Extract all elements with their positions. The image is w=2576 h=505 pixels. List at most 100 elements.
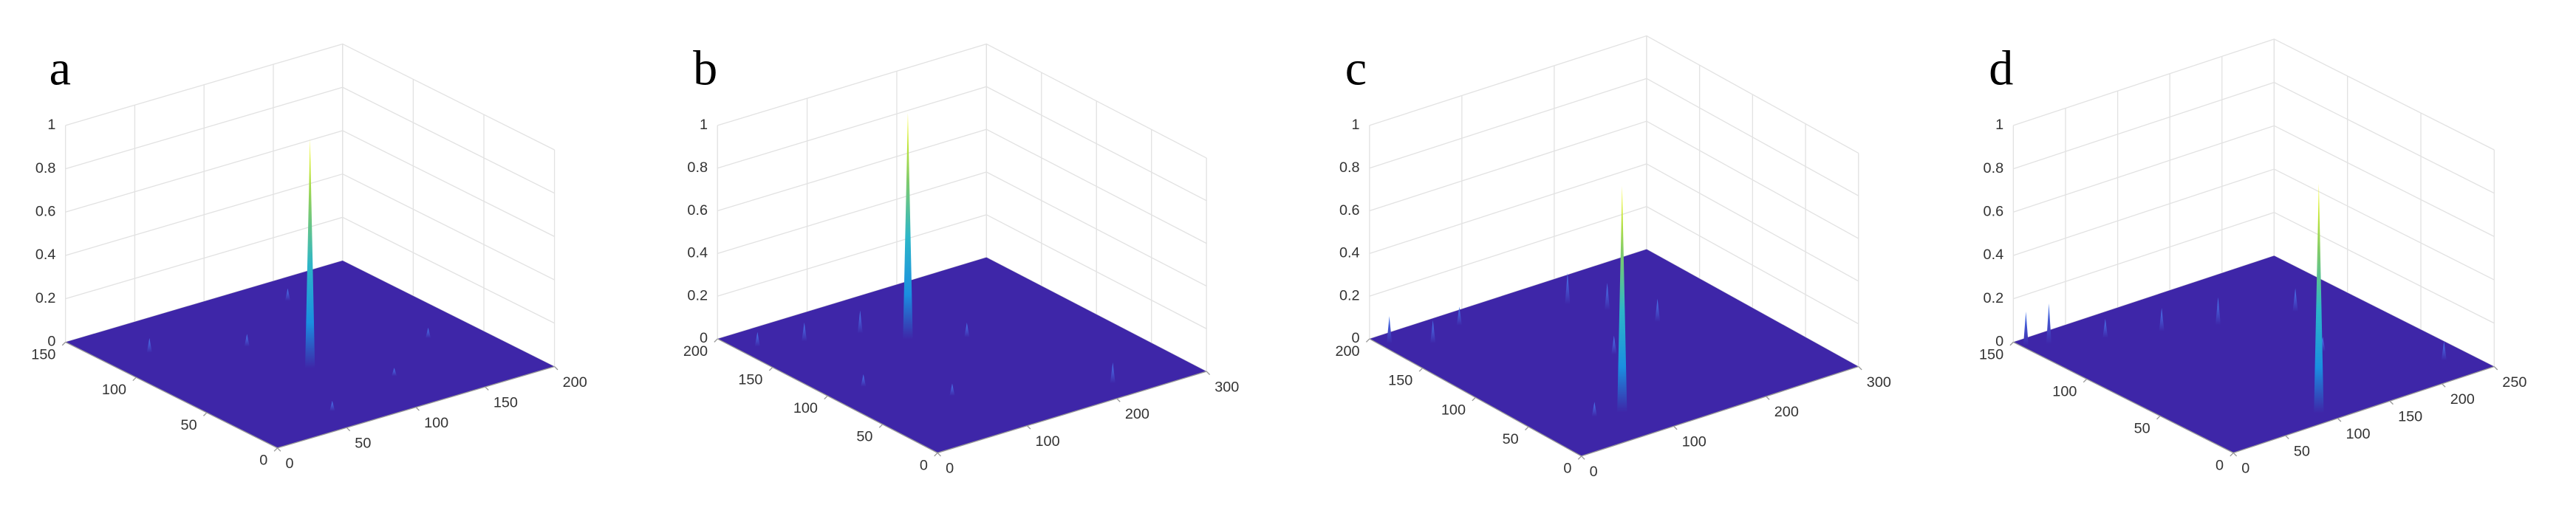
x-tick	[2232, 452, 2238, 457]
grid-line	[2013, 125, 2495, 237]
x-tick	[2442, 383, 2446, 388]
axis-line	[65, 341, 278, 449]
grid-line	[2013, 81, 2495, 194]
y-tick-label: 50	[181, 417, 197, 433]
x-tick-label: 0	[1590, 464, 1598, 480]
x-tick-label: 200	[1774, 404, 1799, 420]
x-tick	[1026, 425, 1031, 430]
peak	[1617, 185, 1627, 413]
grid-line	[65, 43, 555, 151]
peak	[2046, 303, 2052, 345]
peak	[2102, 318, 2108, 338]
grid-line	[717, 171, 1207, 287]
z-tick-label: 0.2	[1339, 287, 1360, 303]
y-tick	[2009, 341, 2014, 346]
grid-line	[2013, 212, 2495, 324]
y-tick-label: 0	[259, 453, 267, 469]
z-tick-label: 0.8	[687, 159, 708, 176]
y-tick-label: 200	[1335, 343, 1359, 360]
x-tick	[2493, 365, 2498, 371]
peak	[903, 112, 913, 340]
z-tick-label: 1	[700, 117, 708, 133]
grid-line	[1369, 78, 1859, 196]
x-tick-label: 300	[1214, 379, 1239, 395]
peak	[1605, 283, 1610, 310]
x-tick	[1766, 396, 1770, 400]
x-tick	[277, 447, 281, 452]
grid-line	[65, 130, 555, 237]
panel-label: d	[1989, 41, 2013, 95]
peak	[1565, 272, 1571, 305]
y-tick-label: 100	[793, 400, 818, 416]
x-tick-label: 100	[2346, 426, 2370, 442]
grid-line	[1369, 163, 1859, 282]
grid-line	[717, 128, 1207, 244]
x-tick	[1858, 365, 1862, 371]
x-tick	[937, 452, 941, 457]
grid-line	[1369, 35, 1859, 154]
x-tick-label: 250	[2502, 374, 2527, 391]
peak	[1456, 306, 1462, 326]
z-tick-label: 0	[1352, 330, 1360, 346]
panel-label: b	[693, 41, 717, 95]
y-tick	[1525, 426, 1529, 430]
peak	[1430, 320, 1436, 343]
y-tick-label: 100	[1441, 402, 1466, 418]
y-tick	[2156, 415, 2161, 420]
grid-line	[1369, 120, 1859, 239]
panel-label: a	[49, 41, 71, 95]
y-tick-label: 200	[683, 343, 708, 360]
y-tick	[714, 338, 718, 343]
y-tick	[1365, 338, 1370, 343]
peak	[964, 323, 970, 337]
y-tick	[878, 424, 884, 428]
peak	[284, 288, 291, 301]
x-tick-label: 100	[1682, 434, 1706, 450]
peak	[146, 337, 152, 353]
y-tick-label: 0	[1563, 461, 1571, 477]
y-tick	[2230, 452, 2234, 457]
panel-label: c	[1345, 41, 1367, 95]
z-tick-label: 0.4	[687, 245, 708, 261]
z-tick-label: 0.4	[1339, 245, 1360, 261]
peak	[2441, 341, 2447, 361]
y-tick	[1472, 396, 1476, 402]
y-tick-label: 150	[738, 371, 762, 388]
peak	[392, 368, 397, 377]
x-tick	[1206, 371, 1211, 375]
x-tick-label: 200	[2450, 391, 2475, 408]
y-tick-label: 150	[1388, 373, 1412, 389]
y-tick	[824, 395, 828, 400]
peak	[949, 383, 955, 396]
x-tick	[2389, 400, 2394, 405]
peak	[244, 334, 250, 347]
z-tick-label: 0.2	[1984, 290, 2004, 306]
x-tick-label: 0	[946, 461, 954, 477]
x-tick	[415, 407, 420, 411]
peak	[1591, 402, 1597, 416]
z-tick-label: 0.6	[1984, 204, 2004, 220]
z-tick-label: 0.8	[1984, 160, 2004, 176]
y-tick	[132, 377, 137, 382]
grid-line	[2013, 38, 2495, 151]
peak	[1387, 316, 1393, 344]
z-tick-label: 0.4	[35, 247, 56, 263]
x-tick	[1116, 398, 1121, 402]
peak	[2159, 308, 2165, 331]
z-tick-label: 0.6	[1339, 202, 1360, 219]
grid-line	[65, 173, 555, 281]
y-tick-label: 50	[1503, 431, 1519, 447]
grid-line	[717, 214, 1207, 329]
z-tick-label: 0.8	[1339, 159, 1360, 176]
x-tick-label: 0	[286, 456, 294, 472]
z-tick-label: 0	[47, 334, 55, 350]
y-tick	[768, 367, 773, 371]
x-tick-label: 150	[493, 394, 518, 410]
x-tick-label: 200	[563, 374, 587, 391]
grid-line	[65, 216, 555, 324]
x-tick-label: 100	[424, 415, 448, 431]
z-tick-label: 0.2	[687, 287, 708, 303]
peak	[1110, 363, 1116, 384]
y-tick	[2083, 378, 2088, 383]
y-tick	[203, 412, 208, 416]
